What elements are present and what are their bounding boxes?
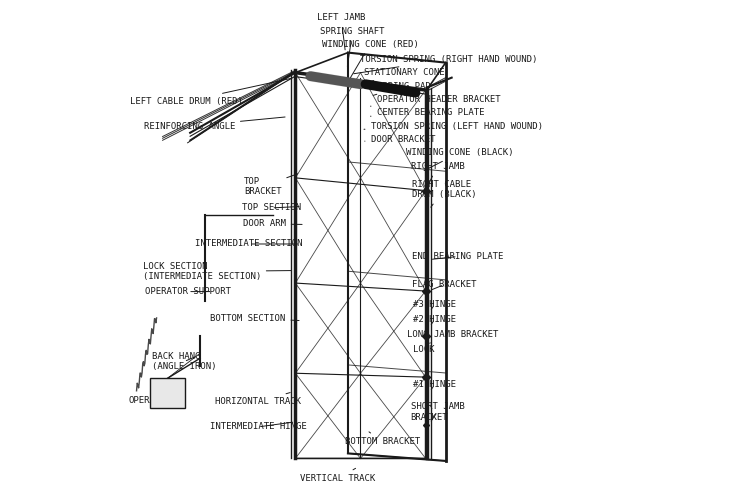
Text: LEFT CABLE DRUM (RED): LEFT CABLE DRUM (RED) [130,78,291,106]
Text: TORSION SPRING (LEFT HAND WOUND): TORSION SPRING (LEFT HAND WOUND) [364,122,542,131]
Text: DOOR BRACKET: DOOR BRACKET [365,135,435,144]
Text: BOTTOM BRACKET: BOTTOM BRACKET [345,432,421,446]
Text: #3 HINGE: #3 HINGE [413,300,456,309]
Text: REINFORCING ANGLE: REINFORCING ANGLE [144,117,285,131]
Text: TOP SECTION: TOP SECTION [241,203,301,212]
Text: OPERATOR: OPERATOR [129,391,171,405]
Text: SPRING SHAFT: SPRING SHAFT [320,27,385,67]
Text: LOCK: LOCK [413,345,434,355]
Text: CENTER BEARING PLATE: CENTER BEARING PLATE [370,108,484,117]
Text: #2 HINGE: #2 HINGE [413,315,456,324]
Text: OPERATOR HEADER BRACKET: OPERATOR HEADER BRACKET [370,95,500,106]
Text: INTERMEDIATE SECTION: INTERMEDIATE SECTION [195,239,302,248]
Text: RIGHT JAMB: RIGHT JAMB [411,162,464,185]
Text: STATIONARY CONE: STATIONARY CONE [355,68,445,86]
Bar [150,378,185,408]
Text: WINDING CONE (RED): WINDING CONE (RED) [322,40,419,78]
Text: SPRING PAD: SPRING PAD [373,82,431,95]
Text: BACK HANG
(ANGLE IRON): BACK HANG (ANGLE IRON) [152,352,216,371]
Text: DOOR ARM: DOOR ARM [243,219,302,228]
Text: OPERATOR SUPPORT: OPERATOR SUPPORT [145,287,231,296]
Text: FLAG BRACKET: FLAG BRACKET [412,280,477,290]
Text: RIGHT CABLE
DRUM (BLACK): RIGHT CABLE DRUM (BLACK) [412,180,477,207]
Text: #1 HINGE: #1 HINGE [413,380,456,389]
Text: LOCK SECTION
(INTERMEDIATE SECTION): LOCK SECTION (INTERMEDIATE SECTION) [143,262,291,281]
Text: LEFT JAMB: LEFT JAMB [317,13,365,50]
Text: BOTTOM SECTION: BOTTOM SECTION [210,314,299,323]
Text: LONG JAMB BRACKET: LONG JAMB BRACKET [407,330,498,343]
Text: TOP
BRACKET: TOP BRACKET [244,174,298,196]
Text: WINDING CONE (BLACK): WINDING CONE (BLACK) [406,148,513,171]
Text: HORIZONTAL TRACK: HORIZONTAL TRACK [215,393,301,406]
Text: VERTICAL TRACK: VERTICAL TRACK [300,468,375,483]
Text: SHORT JAMB
BRACKET: SHORT JAMB BRACKET [411,402,464,421]
Text: INTERMEDIATE HINGE: INTERMEDIATE HINGE [210,422,307,431]
Text: END BEARING PLATE: END BEARING PLATE [412,252,503,261]
Text: TORSION SPRING (RIGHT HAND WOUND): TORSION SPRING (RIGHT HAND WOUND) [354,55,538,74]
